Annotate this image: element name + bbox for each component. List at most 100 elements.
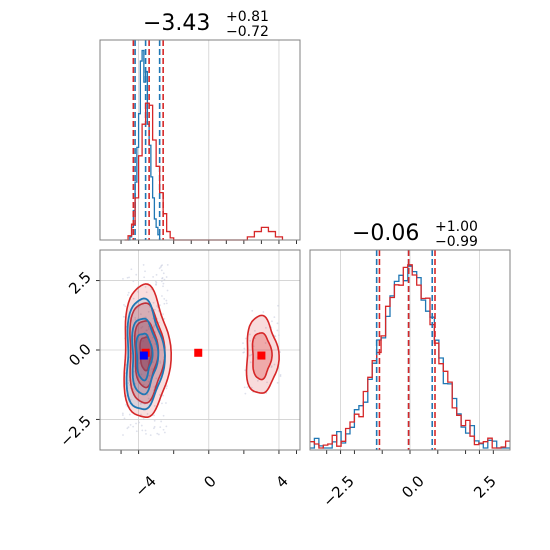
title-top-left-median: −3.43 <box>143 11 210 36</box>
scatter-point <box>163 278 166 281</box>
panel-bottom-right-histogram <box>310 250 510 454</box>
scatter-point <box>273 363 276 366</box>
scatter-point <box>249 339 252 342</box>
x-tick-label: 0 <box>200 472 219 491</box>
scatter-point <box>140 327 143 329</box>
frame-bottom-right <box>309 249 511 451</box>
scatter-point <box>243 351 246 354</box>
scatter-point <box>265 326 267 329</box>
scatter-point <box>165 302 168 305</box>
scatter-point <box>166 385 168 387</box>
scatter-point <box>142 264 145 266</box>
scatter-point <box>126 276 129 279</box>
x-tick-label: −4 <box>131 472 159 500</box>
scatter-point <box>151 368 154 370</box>
scatter-point <box>246 386 249 389</box>
scatter-point <box>165 276 168 278</box>
marker-red <box>194 348 203 357</box>
scatter-point <box>149 434 152 437</box>
scatter-point <box>128 276 130 279</box>
scatter-point <box>140 373 143 376</box>
scatter-point <box>137 291 140 293</box>
scatter-point <box>135 430 138 433</box>
scatter-point <box>251 309 254 312</box>
scatter-point <box>165 387 168 390</box>
scatter-point <box>126 427 129 430</box>
scatter-point <box>122 434 124 436</box>
scatter-point <box>138 362 141 364</box>
scatter-point <box>128 413 131 416</box>
scatter-point <box>162 414 165 417</box>
scatter-point <box>153 405 156 407</box>
scatter-point <box>134 316 137 319</box>
scatter-point <box>123 417 126 420</box>
scatter-point <box>145 291 148 294</box>
marker-red <box>257 351 266 360</box>
scatter-point <box>163 431 166 434</box>
scatter-point <box>146 394 149 396</box>
scatter-point <box>146 413 149 415</box>
scatter-point <box>162 313 164 316</box>
scatter-point <box>160 420 163 423</box>
scatter-point <box>127 291 130 294</box>
x-ticks-bottom-left: −4 0 4 <box>131 472 291 500</box>
scatter-point <box>279 375 282 378</box>
scatter-point <box>129 423 132 426</box>
scatter-point <box>159 266 162 269</box>
scatter-point <box>160 280 163 283</box>
scatter-point <box>159 426 162 429</box>
scatter-point <box>152 301 155 304</box>
scatter-point <box>243 347 246 350</box>
scatter-point <box>244 337 247 340</box>
scatter-point <box>138 421 141 424</box>
title-top-left-minus: −0.72 <box>226 24 269 40</box>
scatter-point <box>162 282 165 285</box>
title-top-left-plus: +0.81 <box>226 9 269 25</box>
scatter-point <box>121 414 124 416</box>
frame-top-left <box>99 39 301 241</box>
scatter-point <box>274 335 277 338</box>
scatter-point <box>264 342 267 344</box>
scatter-point <box>147 325 150 328</box>
scatter-point <box>162 428 165 431</box>
scatter-point <box>159 360 162 363</box>
scatter-point <box>121 412 124 415</box>
y-tick-label: 0.0 <box>65 340 95 370</box>
scatter-point <box>122 315 125 318</box>
scatter-point <box>157 433 160 436</box>
scatter-point <box>142 383 145 386</box>
scatter-point <box>161 295 163 297</box>
scatter-point <box>152 326 155 329</box>
scatter-point <box>161 402 163 405</box>
scatter-point <box>144 270 146 273</box>
scatter-point <box>161 277 163 280</box>
scatter-point <box>162 272 165 275</box>
scatter-point <box>132 280 135 283</box>
scatter-point <box>153 419 156 422</box>
scatter-point <box>158 267 161 270</box>
scatter-point <box>141 429 144 432</box>
y-tick-label: −2.5 <box>56 412 94 450</box>
scatter-point <box>125 403 128 406</box>
scatter-point <box>155 283 157 286</box>
scatter-point <box>134 318 137 321</box>
scatter-point <box>142 418 145 420</box>
scatter-point <box>273 316 276 319</box>
scatter-point <box>250 386 253 389</box>
y-ticks-bottom-left: −2.5 0.0 2.5 <box>56 268 94 450</box>
scatter-point <box>147 328 150 330</box>
scatter-point <box>256 379 259 382</box>
scatter-point <box>140 413 142 416</box>
scatter-point <box>153 386 156 388</box>
scatter-point <box>144 285 147 288</box>
scatter-point <box>152 336 154 339</box>
scatter-point <box>277 334 280 337</box>
scatter-point <box>253 330 256 332</box>
scatter-point <box>122 277 124 280</box>
scatter-point <box>140 313 142 316</box>
scatter-point <box>155 281 158 284</box>
scatter-point <box>143 276 146 279</box>
scatter-point <box>162 285 164 288</box>
title-bottom-right-plus: +1.00 <box>435 219 478 235</box>
scatter-point <box>277 304 279 307</box>
